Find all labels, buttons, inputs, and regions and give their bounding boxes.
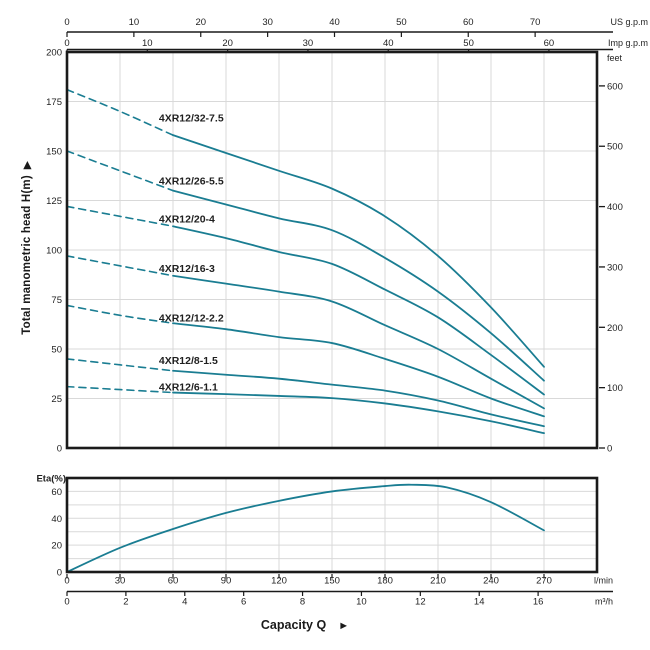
- pump-curve: [172, 274, 545, 410]
- pump-curve-dashed: [66, 358, 174, 372]
- m3h-tick-label: 16: [533, 597, 544, 608]
- head-axis-tick-label: 0: [57, 444, 62, 455]
- head-axis-tick-label: 150: [46, 147, 62, 158]
- eta-axis-tick-label: 0: [57, 568, 62, 579]
- imp-gpm-tick-label: 60: [544, 38, 555, 49]
- m3h-tick-label: 12: [415, 597, 426, 608]
- head-axis-tick-label: 125: [46, 196, 62, 207]
- pump-curve-label: 4XR12/16-3: [159, 263, 215, 275]
- x-axis-title: Capacity Q ►: [261, 618, 349, 632]
- us-gpm-tick-label: 10: [129, 17, 140, 28]
- lmin-tick-label: 270: [536, 576, 552, 587]
- lmin-unit-label: l/min: [594, 576, 613, 586]
- pump-curve: [172, 369, 545, 428]
- imp-gpm-tick-label: 0: [64, 38, 69, 49]
- feet-axis-tick-label: 500: [607, 142, 623, 153]
- pump-curve-dashed: [66, 304, 174, 325]
- pump-curve: [172, 225, 545, 396]
- up-arrow-icon: ▶: [22, 161, 33, 170]
- pump-curve-label: 4XR12/20-4: [159, 213, 215, 225]
- pump-curve: [172, 134, 545, 368]
- feet-axis-unit-label: feet: [607, 53, 623, 63]
- pump-curve-dashed: [66, 255, 174, 277]
- us-gpm-tick-label: 60: [463, 17, 474, 28]
- head-axis-tick-label: 200: [46, 48, 62, 59]
- pump-curve-label: 4XR12/26-5.5: [159, 176, 224, 188]
- pump-curve: [172, 189, 545, 382]
- feet-axis-tick-label: 100: [607, 383, 623, 394]
- pump-curve: [172, 391, 545, 435]
- us-gpm-tick-label: 20: [195, 17, 206, 28]
- head-axis-tick-label: 25: [51, 394, 62, 405]
- y-axis-title-text: Total manometric head H(m): [21, 175, 33, 335]
- head-axis-tick-label: 175: [46, 97, 62, 108]
- lmin-tick-label: 60: [168, 576, 179, 587]
- us-gpm-tick-label: 0: [64, 17, 69, 28]
- pump-curve-dashed: [66, 205, 174, 228]
- pump-curve-dashed: [66, 88, 174, 136]
- right-arrow-icon: ►: [338, 620, 350, 632]
- lmin-tick-label: 0: [64, 576, 69, 587]
- feet-axis-tick-label: 300: [607, 262, 623, 273]
- lmin-tick-label: 30: [115, 576, 126, 587]
- pump-curve-label: 4XR12/8-1.5: [159, 355, 218, 367]
- lmin-tick-label: 180: [377, 576, 393, 587]
- eta-axis-tick-label: 20: [51, 541, 62, 552]
- lmin-tick-label: 90: [221, 576, 232, 587]
- imp-gpm-tick-label: 50: [463, 38, 474, 49]
- m3h-tick-label: 14: [474, 597, 485, 608]
- feet-axis-tick-label: 0: [607, 444, 612, 455]
- us-gpm-tick-label: 30: [262, 17, 273, 28]
- imp-gpm-tick-label: 40: [383, 38, 394, 49]
- m3h-tick-label: 2: [123, 597, 128, 608]
- y-axis-title: Total manometric head H(m) ▶: [21, 161, 33, 335]
- feet-axis-tick-label: 200: [607, 323, 623, 334]
- pump-curve-label: 4XR12/6-1.1: [159, 382, 218, 394]
- us-gpm-tick-label: 40: [329, 17, 340, 28]
- eta-axis-label: Eta(%): [36, 474, 66, 485]
- feet-axis-tick-label: 400: [607, 202, 623, 213]
- lmin-tick-label: 240: [483, 576, 499, 587]
- x-axis-title-text: Capacity Q: [260, 618, 327, 632]
- eta-axis-tick-label: 40: [51, 514, 62, 525]
- m3h-tick-label: 10: [356, 597, 367, 608]
- imp-gpm-tick-label: 10: [142, 38, 153, 49]
- us-gpm-unit-label: US g.p.m: [610, 17, 648, 27]
- lmin-tick-label: 120: [271, 576, 287, 587]
- lmin-tick-label: 150: [324, 576, 340, 587]
- pump-curve-dashed: [66, 150, 174, 192]
- imp-gpm-tick-label: 20: [222, 38, 233, 49]
- m3h-tick-label: 6: [241, 597, 246, 608]
- pump-curve-dashed: [66, 385, 174, 394]
- pump-curve-label: 4XR12/12-2.2: [159, 312, 224, 324]
- m3h-tick-label: 4: [182, 597, 187, 608]
- main-plot-border: [65, 50, 599, 450]
- us-gpm-tick-label: 70: [530, 17, 541, 28]
- m3h-tick-label: 0: [64, 597, 69, 608]
- m3h-tick-label: 8: [300, 597, 305, 608]
- head-axis-tick-label: 50: [51, 345, 62, 356]
- m3h-unit-label: m³/h: [595, 597, 613, 607]
- head-axis-tick-label: 75: [51, 295, 62, 306]
- efficiency-curve: [66, 483, 545, 573]
- feet-axis-tick-label: 600: [607, 81, 623, 92]
- us-gpm-tick-label: 50: [396, 17, 407, 28]
- imp-gpm-unit-label: Imp g.p.m: [608, 38, 648, 48]
- eta-plot-border: [65, 476, 599, 574]
- pump-curve: [172, 322, 545, 418]
- pump-curve-label: 4XR12/32-7.5: [159, 112, 224, 124]
- lmin-tick-label: 210: [430, 576, 446, 587]
- head-axis-tick-label: 100: [46, 246, 62, 257]
- eta-axis-tick-label: 60: [51, 487, 62, 498]
- imp-gpm-tick-label: 30: [303, 38, 314, 49]
